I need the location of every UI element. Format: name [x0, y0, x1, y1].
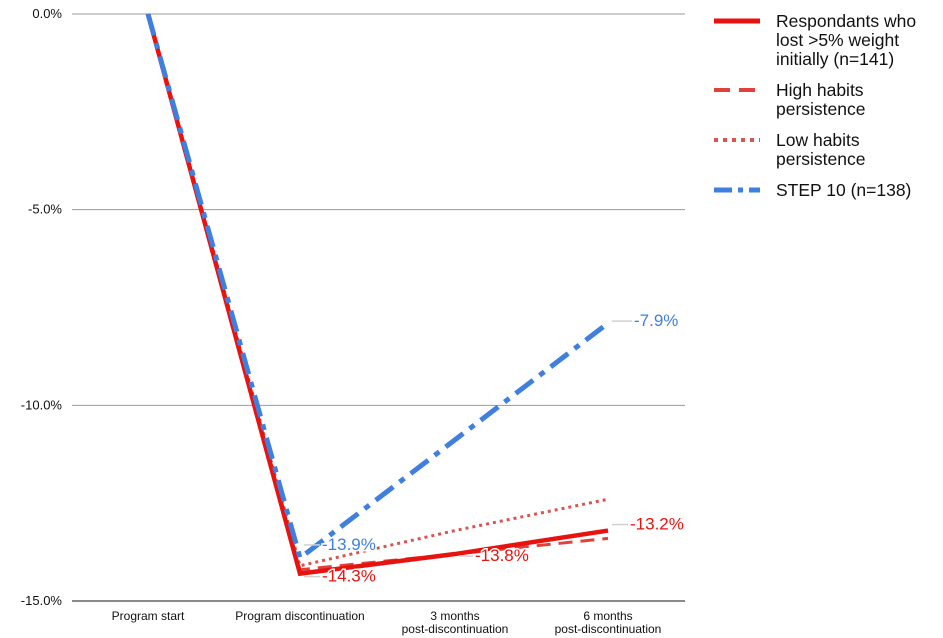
x-tick-label: 6 months post-discontinuation: [555, 609, 662, 636]
legend-label: High habits persistence: [776, 81, 936, 119]
x-tick-label: 3 months post-discontinuation: [402, 609, 509, 636]
legend-item-respondants: Respondants who lost >5% weight initiall…: [712, 12, 943, 69]
legend-swatch-dotted: [712, 131, 762, 151]
gridlines: [72, 14, 685, 601]
data-label: -13.2%: [630, 515, 684, 534]
series-line: [148, 14, 608, 558]
y-tick-label: -15.0%: [21, 593, 63, 608]
series-line: [148, 14, 608, 570]
y-tick-label: 0.0%: [32, 6, 62, 21]
legend-swatch-solid: [712, 12, 762, 32]
x-tick-label: Program start: [112, 609, 185, 623]
legend-item-low-habits: Low habits persistence: [712, 131, 943, 169]
series-lines: [148, 14, 608, 574]
series-line: [148, 14, 608, 574]
legend-item-high-habits: High habits persistence: [712, 81, 943, 119]
x-axis-ticks: Program start Program discontinuation 3 mo…: [112, 609, 662, 636]
legend-swatch-dashed: [712, 81, 762, 101]
legend-label: STEP 10 (n=138): [776, 181, 936, 200]
series-line: [148, 14, 608, 566]
data-labels: -14.3% -13.8% -13.2% -13.9% -7.9%: [304, 311, 684, 585]
legend-swatch-dashdot: [712, 181, 762, 201]
legend-label: Low habits persistence: [776, 131, 936, 169]
data-label: -13.8%: [475, 546, 529, 565]
legend: Respondants who lost >5% weight initiall…: [712, 12, 943, 213]
data-label: -13.9%: [322, 535, 376, 554]
data-label: -7.9%: [634, 311, 678, 330]
y-tick-label: -10.0%: [21, 397, 63, 412]
y-tick-label: -5.0%: [28, 202, 62, 217]
x-tick-label: Program discontinuation: [235, 609, 364, 623]
data-label: -14.3%: [322, 567, 376, 586]
legend-item-step10: STEP 10 (n=138): [712, 181, 943, 201]
y-axis-ticks: 0.0% -5.0% -10.0% -15.0%: [21, 6, 63, 608]
legend-label: Respondants who lost >5% weight initiall…: [776, 12, 936, 69]
